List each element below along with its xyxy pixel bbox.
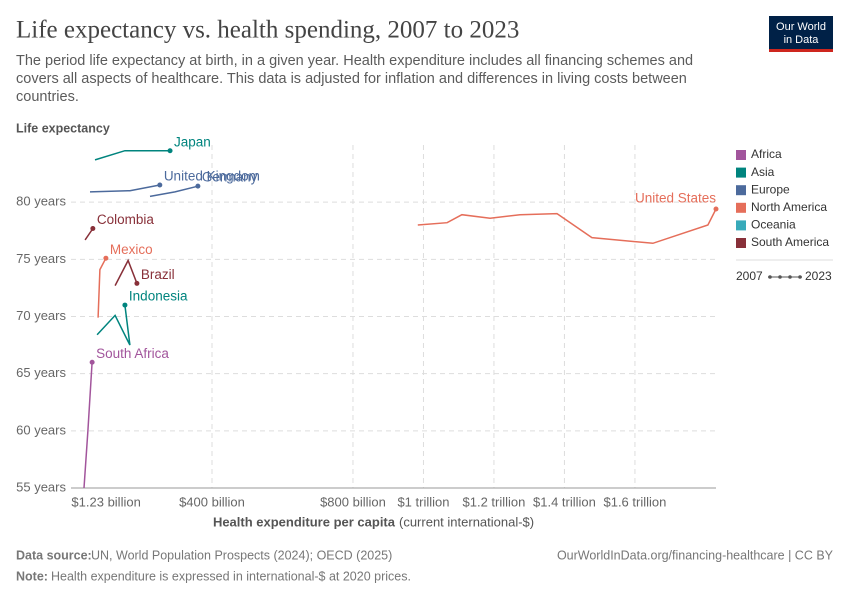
source: UN, World Population Prospects (2024); O… xyxy=(91,548,392,562)
subtitle: The period life expectancy at birth, in … xyxy=(16,53,693,69)
x-tick-label: $1.2 trillion xyxy=(463,494,526,509)
y-tick-label: 65 years xyxy=(16,365,66,380)
logo[interactable] xyxy=(769,16,833,52)
x-tick-label: $800 billion xyxy=(320,494,386,509)
series-label: Mexico xyxy=(110,242,153,257)
x-tick-label: $1.4 trillion xyxy=(533,494,596,509)
logo-text: in Data xyxy=(784,34,820,46)
series-line xyxy=(97,257,107,318)
series-label: South Africa xyxy=(96,346,169,361)
legend-label: South America xyxy=(751,235,829,249)
series-label: Colombia xyxy=(97,212,155,227)
logo-text: Our World xyxy=(776,21,826,33)
chart-title: Life expectancy vs. health spending, 200… xyxy=(16,17,519,44)
series-line xyxy=(417,208,717,245)
note: Health expenditure is expressed in inter… xyxy=(51,569,411,583)
note-label: Note: xyxy=(16,569,48,583)
series-label: United Kingdom xyxy=(164,169,260,184)
end-point xyxy=(90,225,96,231)
subtitle: countries. xyxy=(16,89,79,105)
end-point xyxy=(167,148,173,154)
series-line xyxy=(94,149,170,161)
series-label: Brazil xyxy=(141,267,175,282)
x-axis-unit: (current international-$) xyxy=(399,514,534,529)
y-tick-label: 75 years xyxy=(16,251,66,266)
series-label: Japan xyxy=(174,134,211,149)
url[interactable]: OurWorldInData.org/financing-healthcare … xyxy=(557,548,834,562)
time-dot xyxy=(798,275,802,279)
legend-swatch xyxy=(736,220,746,231)
series-line xyxy=(89,184,160,193)
x-axis-label: Health expenditure per capita xyxy=(213,514,396,529)
end-point xyxy=(134,280,140,286)
end-point xyxy=(89,359,95,365)
end-point xyxy=(122,302,128,308)
legend-swatch xyxy=(736,150,746,160)
legend-label: Africa xyxy=(751,147,782,161)
time-dot xyxy=(788,275,792,279)
legend-swatch xyxy=(736,202,746,213)
legend-swatch xyxy=(736,167,746,178)
y-axis-label: Life expectancy xyxy=(16,121,110,135)
time-dot xyxy=(778,275,782,279)
time-end: 2023 xyxy=(805,269,832,283)
series-label: United States xyxy=(635,191,716,206)
y-tick-label: 70 years xyxy=(16,308,66,323)
legend-swatch xyxy=(736,185,746,196)
series-line xyxy=(83,362,93,489)
legend-label: Oceania xyxy=(751,218,796,232)
x-tick-label: $400 billion xyxy=(179,494,245,509)
series-label: Indonesia xyxy=(129,289,188,304)
end-point xyxy=(713,206,719,212)
x-tick-label: $1.23 billion xyxy=(71,494,140,509)
x-tick-label: $1.6 trillion xyxy=(603,494,666,509)
x-tick-label: $1 trillion xyxy=(397,494,449,509)
subtitle: covers all aspects of healthcare. This d… xyxy=(16,71,687,87)
legend-label: Europe xyxy=(751,182,790,196)
legend-swatch xyxy=(736,238,746,248)
source-label: Data source: xyxy=(16,548,92,562)
series-line xyxy=(96,305,131,346)
time-start: 2007 xyxy=(736,269,763,283)
y-tick-label: 55 years xyxy=(16,479,66,494)
end-point xyxy=(157,182,163,188)
legend-label: Asia xyxy=(751,165,775,179)
legend-label: North America xyxy=(751,200,827,214)
series-label: Germany xyxy=(202,170,258,185)
y-tick-label: 80 years xyxy=(16,194,66,209)
time-dot xyxy=(768,275,772,279)
logo-bar xyxy=(769,49,833,52)
series-line xyxy=(114,258,138,286)
end-point xyxy=(195,183,201,189)
series-line xyxy=(149,185,199,198)
y-tick-label: 60 years xyxy=(16,422,66,437)
end-point xyxy=(103,255,109,261)
